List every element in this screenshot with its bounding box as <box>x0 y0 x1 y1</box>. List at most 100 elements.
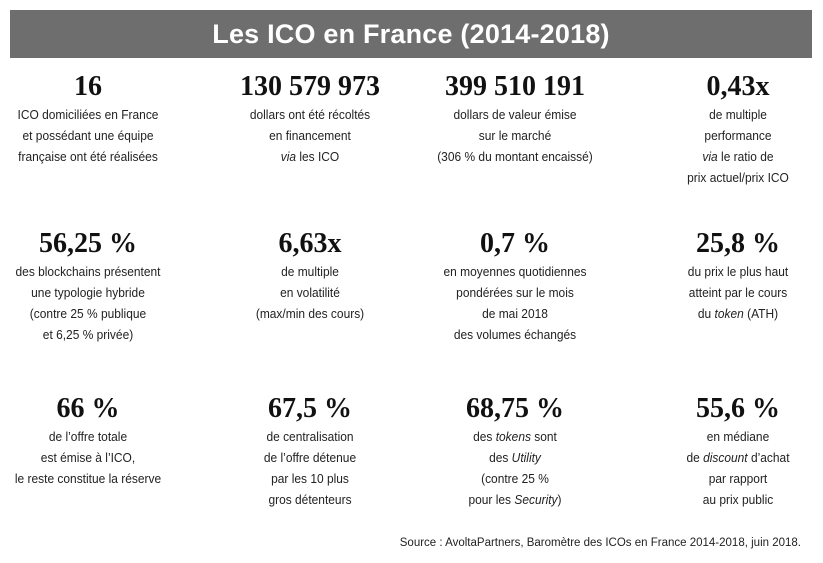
text-segment: en médiane <box>706 429 770 444</box>
stat-card: 6,63x de multiple en volatilité (max/min de… <box>205 227 415 324</box>
text-segment: du <box>697 306 715 321</box>
description-line: et possédant une équipe <box>0 125 185 146</box>
stat-description: des tokens sont des Utility (contre 25 % po… <box>418 426 611 510</box>
description-line: performance <box>641 125 823 146</box>
text-segment: le ratio de <box>717 149 774 164</box>
stat-card: 130 579 973 dollars ont été récoltés en fi… <box>205 70 415 167</box>
text-segment: pondérées sur le mois <box>456 285 574 300</box>
stat-card: 16 ICO domiciliées en France et possédant … <box>0 70 193 167</box>
stat-value: 6,63x <box>278 228 342 259</box>
description-line: de l’offre totale <box>0 426 185 447</box>
stat-card: 25,8 % du prix le plus haut atteint par le… <box>633 227 823 324</box>
text-segment: en financement <box>269 128 351 143</box>
description-line: est émise à l’ICO, <box>0 447 185 468</box>
stat-card: 0,43x de multiple performance via le ratio … <box>633 70 823 188</box>
description-line: (max/min des cours) <box>213 303 406 324</box>
stat-description: dollars ont été récoltés en financement vi… <box>213 104 406 167</box>
stat-description: en moyennes quotidiennes pondérées sur le… <box>418 261 611 345</box>
text-segment: de <box>686 450 704 465</box>
source-note: Source : AvoltaPartners, Baromètre des I… <box>399 537 801 549</box>
stat-value: 130 579 973 <box>240 71 380 102</box>
description-line: des blockchains présentent <box>0 261 185 282</box>
description-line: par rapport <box>641 468 823 489</box>
stat-card: 0,7 % en moyennes quotidiennes pondérées s… <box>410 227 620 345</box>
description-line: pour les Security) <box>418 489 611 510</box>
description-line: des volumes échangés <box>418 324 611 345</box>
italic-term: tokens <box>495 429 531 444</box>
text-segment: (contre 25 % publique <box>29 306 147 321</box>
text-segment: par rapport <box>708 471 768 486</box>
stat-value: 25,8 % <box>696 228 780 259</box>
italic-term: via <box>702 149 718 164</box>
description-line: française ont été réalisées <box>0 146 185 167</box>
description-line: en médiane <box>641 426 823 447</box>
stat-card: 55,6 % en médiane de discount d’achat par r… <box>633 392 823 510</box>
description-line: du token (ATH) <box>641 303 823 324</box>
stat-description: de centralisation de l’offre détenue par l… <box>213 426 406 510</box>
description-line: par les 10 plus <box>213 468 406 489</box>
stat-description: de l’offre totale est émise à l’ICO, le re… <box>0 426 185 489</box>
text-segment: et possédant une équipe <box>22 128 154 143</box>
stat-description: en médiane de discount d’achat par rapport… <box>641 426 823 510</box>
text-segment: performance <box>704 128 772 143</box>
description-line: ICO domiciliées en France <box>0 104 185 125</box>
description-line: une typologie hybride <box>0 282 185 303</box>
text-segment: (max/min des cours) <box>255 306 365 321</box>
text-segment: dollars ont été récoltés <box>249 107 371 122</box>
description-line: en volatilité <box>213 282 406 303</box>
stat-card: 66 % de l’offre totale est émise à l’ICO, l… <box>0 392 193 489</box>
description-line: dollars ont été récoltés <box>213 104 406 125</box>
stat-value: 0,43x <box>706 71 770 102</box>
text-segment: de multiple <box>281 264 339 279</box>
text-segment: des volumes échangés <box>453 327 577 342</box>
description-line: de discount d’achat <box>641 447 823 468</box>
stat-card: 67,5 % de centralisation de l’offre détenu… <box>205 392 415 510</box>
text-segment: de centralisation <box>266 429 354 444</box>
description-line: de multiple <box>213 261 406 282</box>
text-segment: sont <box>530 429 557 444</box>
stat-card: 56,25 % des blockchains présentent une typ… <box>0 227 193 345</box>
text-segment: des blockchains présentent <box>15 264 161 279</box>
stat-description: du prix le plus haut atteint par le cours… <box>641 261 823 324</box>
description-line: prix actuel/prix ICO <box>641 167 823 188</box>
text-segment: (contre 25 % <box>481 471 549 486</box>
description-line: pondérées sur le mois <box>418 282 611 303</box>
description-line: de mai 2018 <box>418 303 611 324</box>
text-segment: une typologie hybride <box>31 285 145 300</box>
text-segment: (ATH) <box>743 306 779 321</box>
description-line: des tokens sont <box>418 426 611 447</box>
italic-term: Utility <box>511 450 541 465</box>
stat-description: des blockchains présentent une typologie … <box>0 261 185 345</box>
text-segment: de multiple <box>709 107 767 122</box>
text-segment: gros détenteurs <box>268 492 352 507</box>
text-segment: ICO domiciliées en France <box>17 107 159 122</box>
description-line: en financement <box>213 125 406 146</box>
text-segment: de l’offre détenue <box>263 450 357 465</box>
stat-value: 68,75 % <box>466 393 564 424</box>
text-segment: de l’offre totale <box>48 429 128 444</box>
text-segment: en volatilité <box>280 285 340 300</box>
stat-card: 68,75 % des tokens sont des Utility (contre… <box>410 392 620 510</box>
stat-value: 0,7 % <box>480 228 550 259</box>
description-line: de centralisation <box>213 426 406 447</box>
text-segment: en moyennes quotidiennes <box>443 264 587 279</box>
description-line: gros détenteurs <box>213 489 406 510</box>
stat-description: de multiple en volatilité (max/min des cou… <box>213 261 406 324</box>
page-title: Les ICO en France (2014-2018) <box>212 18 610 49</box>
text-segment: des <box>473 429 496 444</box>
stat-value: 16 <box>74 71 102 102</box>
italic-term: via <box>280 149 297 164</box>
description-line: au prix public <box>641 489 823 510</box>
italic-term: token <box>714 306 744 321</box>
description-line: (contre 25 % <box>418 468 611 489</box>
description-line: et 6,25 % privée) <box>0 324 185 345</box>
text-segment: est émise à l’ICO, <box>40 450 136 465</box>
description-line: dollars de valeur émise <box>418 104 611 125</box>
text-segment: atteint par le cours <box>688 285 788 300</box>
text-segment: prix actuel/prix ICO <box>687 170 789 185</box>
text-segment: pour les <box>468 492 515 507</box>
stat-value: 56,25 % <box>39 228 137 259</box>
italic-term: Security <box>514 492 558 507</box>
description-line: (contre 25 % publique <box>0 303 185 324</box>
description-line: via le ratio de <box>641 146 823 167</box>
